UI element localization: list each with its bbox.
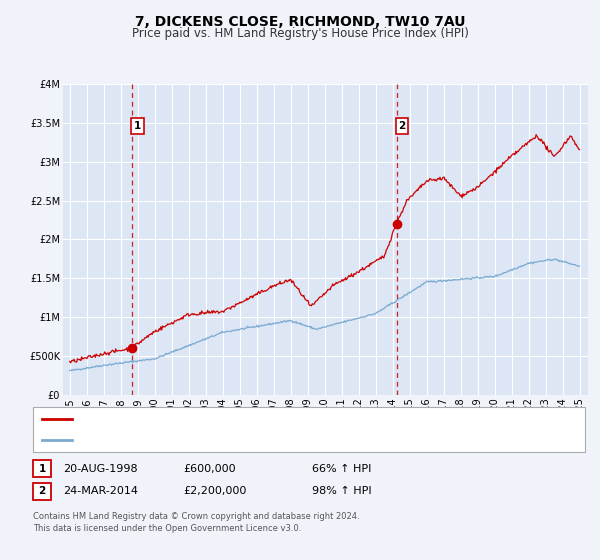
Text: 1: 1 [38,464,46,474]
Text: 7, DICKENS CLOSE, RICHMOND, TW10 7AU (detached house): 7, DICKENS CLOSE, RICHMOND, TW10 7AU (de… [78,414,395,424]
Text: 2: 2 [398,121,406,131]
Text: 20-AUG-1998: 20-AUG-1998 [63,464,137,474]
Text: 66% ↑ HPI: 66% ↑ HPI [312,464,371,474]
Text: 98% ↑ HPI: 98% ↑ HPI [312,486,371,496]
Text: 1: 1 [134,121,141,131]
Text: HPI: Average price, detached house, Richmond upon Thames: HPI: Average price, detached house, Rich… [78,435,397,445]
Text: 7, DICKENS CLOSE, RICHMOND, TW10 7AU: 7, DICKENS CLOSE, RICHMOND, TW10 7AU [135,15,465,29]
Text: £600,000: £600,000 [183,464,236,474]
Text: 2: 2 [38,486,46,496]
Text: Price paid vs. HM Land Registry's House Price Index (HPI): Price paid vs. HM Land Registry's House … [131,27,469,40]
Text: 24-MAR-2014: 24-MAR-2014 [63,486,138,496]
Text: Contains HM Land Registry data © Crown copyright and database right 2024.
This d: Contains HM Land Registry data © Crown c… [33,512,359,533]
Text: £2,200,000: £2,200,000 [183,486,247,496]
